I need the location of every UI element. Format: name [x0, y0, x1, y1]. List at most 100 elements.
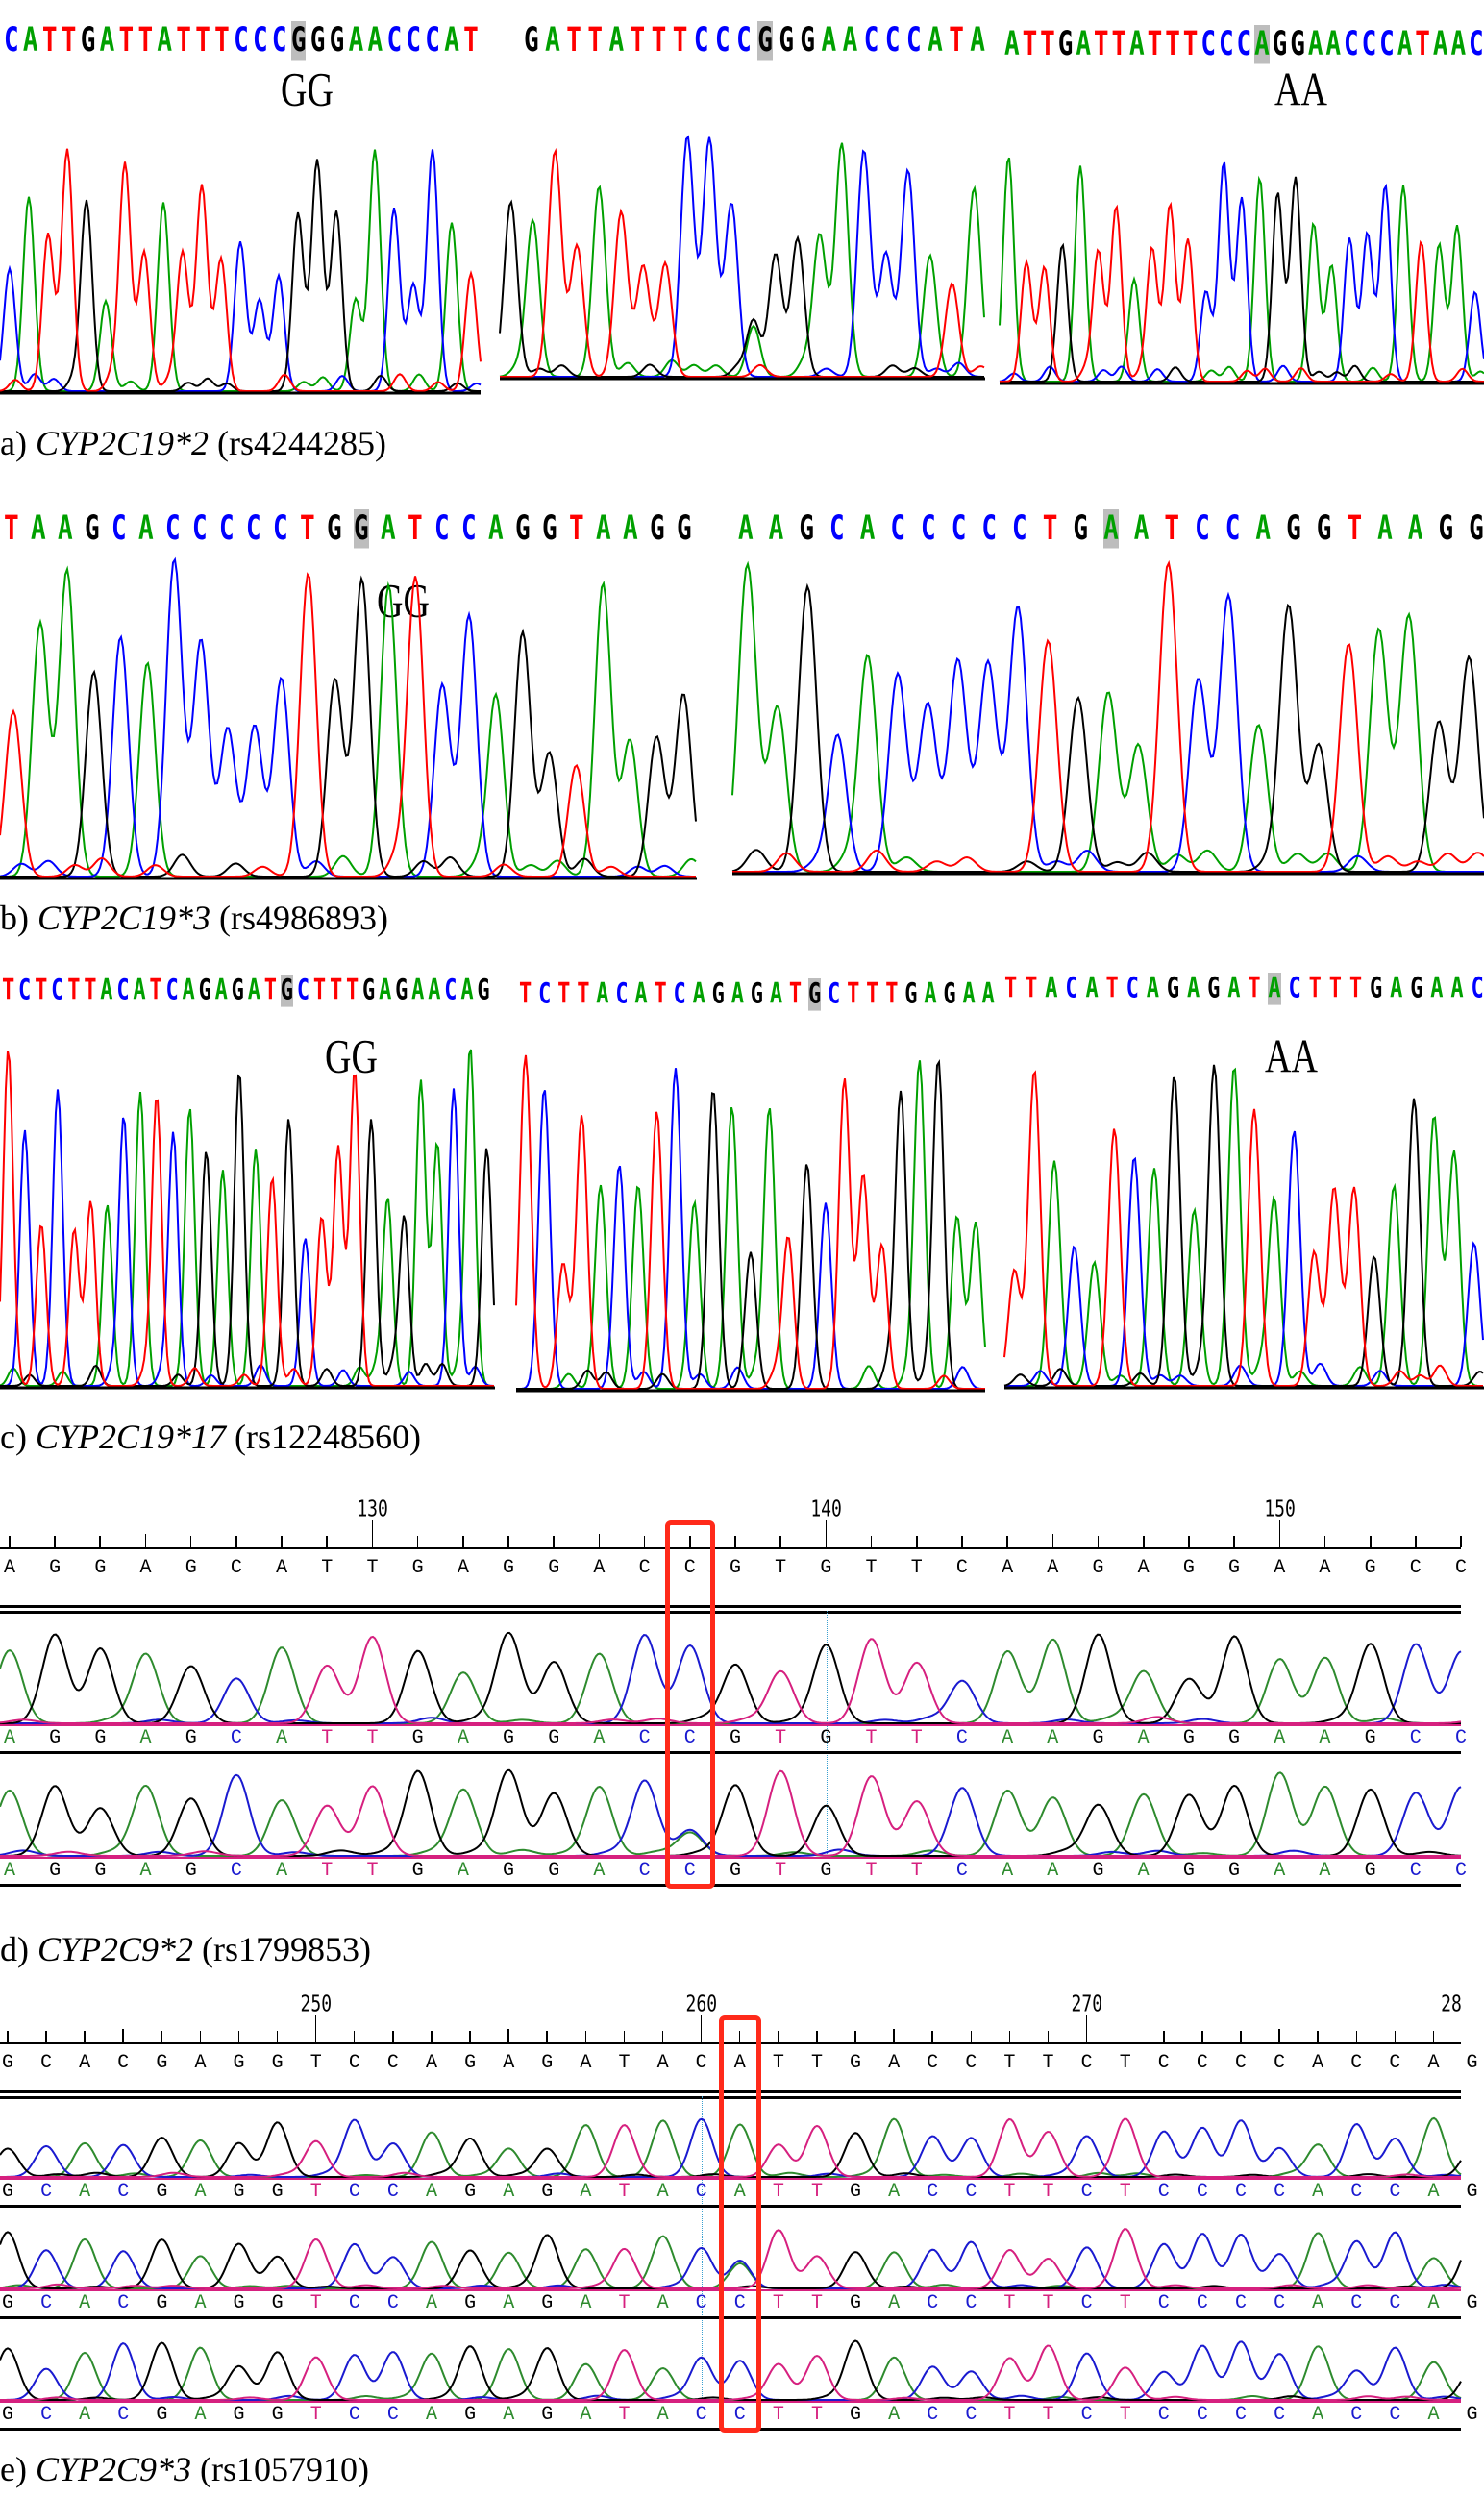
ruler-tick [392, 2031, 394, 2042]
base-letter: T [176, 21, 191, 61]
base-letter: A [1254, 25, 1270, 64]
trace-T [1003, 1070, 1483, 1388]
base-letter: C [18, 975, 32, 1007]
base-letter: A [214, 975, 228, 1007]
ruler-tick [237, 2031, 240, 2042]
base-letter: T [35, 975, 48, 1007]
trace-C [732, 591, 1484, 873]
base-letter: C [905, 21, 922, 61]
ruler-tick [1188, 1536, 1190, 1547]
base-letter: A [623, 509, 638, 549]
caption-gene: CYP2C9*3 [35, 2450, 192, 2488]
base-letter: A [1045, 973, 1058, 1005]
base-letter: C [1274, 2404, 1286, 2426]
base-letter: G [503, 1727, 515, 1749]
base-letter: C [1218, 25, 1234, 64]
trace-T [500, 147, 985, 378]
base-letter: G [271, 2052, 284, 2074]
base-letter: A [428, 975, 441, 1007]
base-letter: C [1080, 2052, 1093, 2074]
base-letter: G [156, 2052, 168, 2074]
base-letter: A [656, 2292, 669, 2314]
base-letter: G [49, 1860, 62, 1882]
base-letter: G [548, 1727, 560, 1749]
base-letter: A [99, 21, 115, 61]
base-letter: T [263, 975, 277, 1007]
base-letter: C [1196, 2404, 1208, 2426]
trace-G [0, 1631, 1461, 1724]
base-letter: C [695, 2292, 707, 2314]
ruler-tick-label: 140 [810, 1496, 842, 1523]
base-letter: C [638, 1727, 651, 1749]
base-letter: A [194, 2052, 207, 2074]
base-letter: T [865, 1727, 878, 1749]
base-letter: C [1469, 25, 1484, 64]
base-letter: T [1042, 2292, 1054, 2314]
base-letter: G [271, 2292, 284, 2314]
base-letter: C [733, 2292, 746, 2314]
caption-rsid: (rs4986893) [219, 899, 389, 937]
row-divider [0, 2316, 1461, 2319]
base-letter: A [596, 509, 611, 549]
base-letter: A [100, 975, 113, 1007]
base-letter: T [587, 21, 603, 61]
trace-C [0, 556, 696, 878]
base-letter: C [927, 2181, 939, 2203]
base-letter: G [185, 1557, 197, 1579]
ruler-tick [462, 1536, 464, 1547]
base-letter: T [1119, 2181, 1131, 2203]
base-letter: T [321, 1727, 334, 1749]
base-letter: A [1325, 25, 1342, 64]
ruler-tick [1240, 2031, 1242, 2042]
base-letter: A [79, 2052, 91, 2074]
ruler-tick [916, 1536, 918, 1547]
base-letter: T [300, 509, 315, 549]
base-letter: C [736, 21, 752, 61]
caption-prefix: a) [0, 424, 27, 462]
base-letter: C [386, 21, 403, 61]
chromatogram-c2 [515, 1054, 986, 1393]
base-letter: A [503, 2181, 515, 2203]
base-letter: C [683, 1727, 696, 1749]
base-letter: G [464, 2404, 477, 2426]
ruler-tick [1394, 2031, 1397, 2042]
base-letter: A [768, 509, 784, 549]
base-letter: T [1119, 2404, 1131, 2426]
base-letter: T [1025, 973, 1038, 1005]
trace-A [999, 157, 1484, 383]
ruler-tick [1370, 1536, 1372, 1547]
trace-C [0, 2340, 1462, 2401]
base-letter: T [1003, 2404, 1016, 2426]
base-letter: G [411, 1860, 424, 1882]
base-letter: T [1003, 2052, 1016, 2074]
base-letter: G [233, 2292, 245, 2314]
base-letter: G [524, 21, 539, 61]
base-letter: G [231, 975, 244, 1007]
base-letter: G [1466, 2052, 1478, 2074]
base-letter: T [2, 975, 15, 1007]
base-letter: C [271, 21, 287, 61]
base-letter: A [924, 978, 937, 1011]
caption-rsid: (rs12248560) [235, 1418, 421, 1456]
base-letter: A [580, 2181, 592, 2203]
base-letter: T [1111, 25, 1127, 64]
ruler-tick [661, 2031, 664, 2042]
base-letter: T [1347, 509, 1363, 549]
trace-baseline [0, 1857, 1461, 1859]
base-letter: A [842, 21, 858, 61]
base-letter: G [327, 509, 342, 549]
base-letter: A [426, 2052, 438, 2074]
base-letter: C [951, 509, 967, 549]
base-letter: G [1228, 1860, 1241, 1882]
base-letter: C [1234, 2404, 1247, 2426]
base-letter: C [230, 1860, 242, 1882]
base-letter: G [541, 2292, 554, 2314]
base-letter: A [444, 21, 459, 61]
base-letter: A [962, 978, 976, 1011]
base-letter: T [309, 2181, 322, 2203]
base-letter: G [943, 978, 956, 1011]
base-letter: T [866, 978, 879, 1011]
